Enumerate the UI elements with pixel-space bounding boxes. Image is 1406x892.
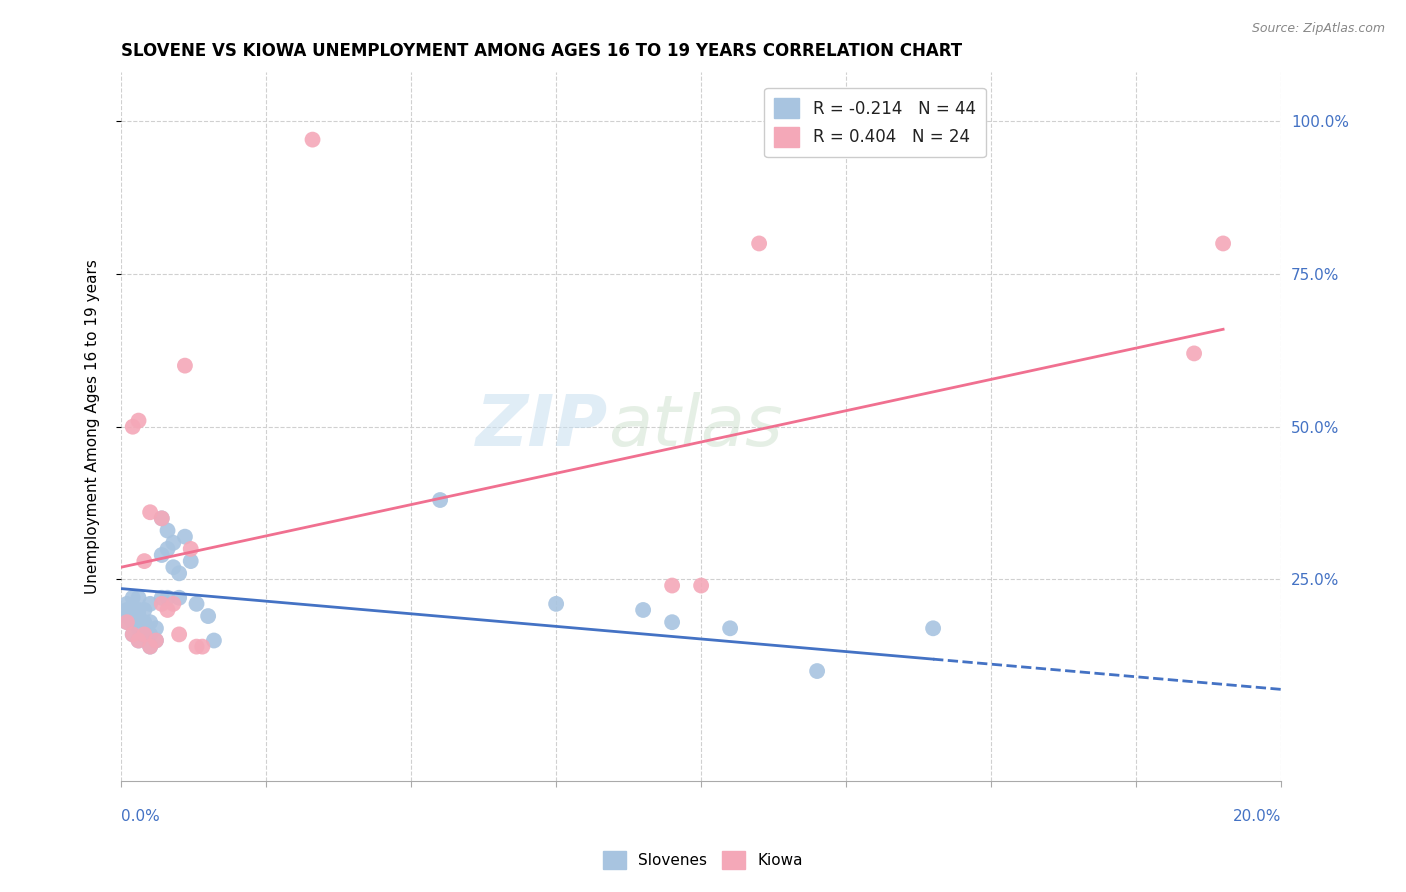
Text: SLOVENE VS KIOWA UNEMPLOYMENT AMONG AGES 16 TO 19 YEARS CORRELATION CHART: SLOVENE VS KIOWA UNEMPLOYMENT AMONG AGES… [121,42,962,60]
Point [156,591,179,605]
Text: 20.0%: 20.0% [1233,809,1281,824]
Point [167,591,190,605]
Point [139,615,162,630]
Point [922,621,945,635]
Point [139,627,162,641]
Point [1182,346,1205,360]
Point [167,627,190,641]
Point [748,236,770,251]
Point [150,511,173,525]
Point [115,615,138,630]
Text: 0.0%: 0.0% [121,809,160,824]
Point [134,627,156,641]
Point [162,560,184,574]
Text: Source: ZipAtlas.com: Source: ZipAtlas.com [1251,22,1385,36]
Point [661,578,683,592]
Point [631,603,654,617]
Point [197,609,219,624]
Point [162,535,184,549]
Point [156,541,179,556]
Point [167,566,190,581]
Point [429,493,451,508]
Point [115,609,138,624]
Point [139,640,162,654]
Point [661,615,683,630]
Point [150,511,173,525]
Point [180,541,202,556]
Point [145,633,167,648]
Point [128,414,150,428]
Point [121,627,143,641]
Point [121,419,143,434]
Point [202,633,225,648]
Point [145,621,167,635]
Point [121,603,143,617]
Point [134,603,156,617]
Point [134,615,156,630]
Point [1212,236,1234,251]
Point [121,591,143,605]
Point [150,591,173,605]
Legend: R = -0.214   N = 44, R = 0.404   N = 24: R = -0.214 N = 44, R = 0.404 N = 24 [765,87,986,157]
Point [186,597,208,611]
Legend: Slovenes, Kiowa: Slovenes, Kiowa [598,845,808,875]
Text: ZIP: ZIP [477,392,609,461]
Point [134,554,156,568]
Point [145,633,167,648]
Point [128,603,150,617]
Point [115,597,138,611]
Point [806,664,828,678]
Point [156,603,179,617]
Point [150,548,173,562]
Point [162,597,184,611]
Point [121,627,143,641]
Point [128,633,150,648]
Point [115,615,138,630]
Point [139,597,162,611]
Point [174,359,197,373]
Point [174,530,197,544]
Point [128,609,150,624]
Point [546,597,568,611]
Point [121,615,143,630]
Point [301,133,323,147]
Point [180,554,202,568]
Point [139,640,162,654]
Point [139,505,162,519]
Text: atlas: atlas [609,392,783,461]
Point [128,621,150,635]
Point [134,627,156,641]
Point [150,597,173,611]
Point [191,640,214,654]
Y-axis label: Unemployment Among Ages 16 to 19 years: Unemployment Among Ages 16 to 19 years [86,260,100,594]
Point [690,578,713,592]
Point [156,524,179,538]
Point [128,633,150,648]
Point [186,640,208,654]
Point [115,603,138,617]
Point [718,621,741,635]
Point [128,591,150,605]
